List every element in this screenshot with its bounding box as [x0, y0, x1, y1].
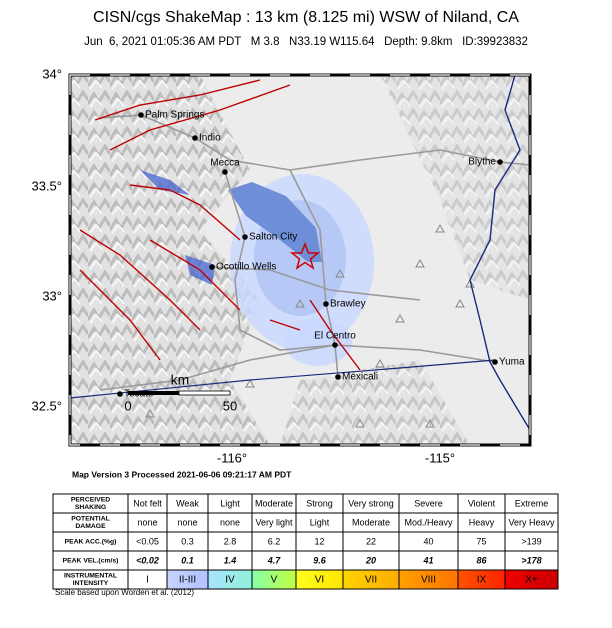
lon-label: -115° [425, 450, 455, 465]
place-label: Brawley [330, 299, 366, 310]
cell-text: 40 [423, 536, 433, 546]
cell-text: X+ [525, 575, 538, 586]
map-area: Palm Springs Indio Mecca Blythe Salton City O… [70, 75, 530, 445]
lat-label: 32.5° [31, 398, 62, 413]
place-dot [192, 135, 198, 141]
cell-text: >178 [521, 555, 541, 565]
row-label: INSTRUMENTAL [64, 573, 117, 580]
row-label: PEAK VEL.(cm/s) [63, 557, 119, 564]
cell-text: 75 [476, 536, 486, 546]
cell-text: Very strong [348, 498, 394, 508]
footnote: Scale based upon Worden et al. (2012) [55, 588, 194, 597]
cell-text: 4.7 [267, 555, 282, 565]
cell-text: 0.3 [181, 536, 194, 546]
place-dot [497, 159, 503, 165]
place-label: Salton City [249, 232, 297, 243]
cell-text: 1.4 [224, 555, 237, 565]
place-dot [492, 359, 498, 365]
place-label: El Centro [314, 331, 356, 342]
cell-text: 20 [365, 555, 376, 565]
lat-label: 33° [42, 288, 62, 303]
place-label: Mexicali [342, 372, 378, 383]
processed-note: Map Version 3 Processed 2021-06-06 09:21… [72, 469, 292, 479]
cell-text: Light [220, 498, 240, 508]
cell-text: Very Heavy [508, 517, 555, 527]
scale-unit: km [171, 372, 190, 388]
place-dot [335, 374, 341, 380]
place-dot [242, 234, 248, 240]
cell-text: Mod./Heavy [404, 517, 453, 527]
cell-text: <0.02 [136, 555, 159, 565]
cell-text: Weak [176, 498, 199, 508]
cell-text: none [220, 517, 240, 527]
place-label: Palm Springs [145, 110, 204, 121]
cell-text: Violent [468, 498, 496, 508]
row-label: PEAK ACC.(%g) [65, 538, 117, 545]
cell-text: Light [310, 517, 330, 527]
place-label: Ocotillo Wells [216, 262, 276, 273]
lon-label: -116° [217, 450, 247, 465]
place-dot [222, 169, 228, 175]
cell-text: Moderate [255, 498, 293, 508]
cell-text: VII [365, 575, 377, 586]
place-label: Blythe [468, 157, 496, 168]
cell-text: Heavy [469, 517, 495, 527]
cell-text: Strong [306, 498, 333, 508]
row-label: POTENTIAL [71, 516, 110, 523]
subtitle: Jun 6, 2021 01:05:36 AM PDT M 3.8 N33.19… [84, 36, 528, 48]
cell-text: V [271, 575, 278, 586]
place-label: Yuma [499, 357, 525, 368]
cell-text: 86 [476, 555, 487, 565]
cell-text: 9.6 [313, 555, 327, 565]
row-label: INTENSITY [73, 580, 109, 587]
cell-text: Severe [414, 498, 443, 508]
place-dot [209, 264, 215, 270]
place-dot [332, 342, 338, 348]
row-label: DAMAGE [75, 523, 106, 530]
map-frame-ticks [69, 74, 531, 446]
cell-text: >139 [521, 536, 541, 546]
cell-text: none [137, 517, 157, 527]
cell-text: Moderate [352, 517, 390, 527]
cell-text: none [177, 517, 197, 527]
place-dot [117, 391, 123, 397]
cell-text: IV [225, 575, 235, 586]
scale-tick: 0 [124, 398, 131, 413]
cell-text: II-III [179, 575, 196, 586]
cell-text: VI [315, 575, 324, 586]
title: CISN/cgs ShakeMap : 13 km (8.125 mi) WSW… [93, 9, 519, 26]
place-label: Indio [199, 133, 221, 144]
lat-label: 33.5° [31, 178, 62, 193]
scale-bar [128, 390, 231, 396]
place-dot [138, 112, 144, 118]
table-cell [504, 569, 559, 590]
cell-text: 2.8 [224, 536, 237, 546]
cell-text: 0.1 [181, 555, 194, 565]
cell-text: 6.2 [268, 536, 281, 546]
lat-label: 34° [42, 66, 62, 81]
cell-text: VIII [421, 575, 436, 586]
place-dot [323, 301, 329, 307]
row-label: SHAKING [75, 504, 106, 511]
cell-text: I [146, 575, 149, 586]
epicenter [289, 241, 321, 270]
cell-text: 12 [314, 536, 324, 546]
cell-text: Not felt [133, 498, 162, 508]
place-label: Mecca [210, 158, 240, 169]
cell-text: 41 [422, 555, 433, 565]
cell-text: <0.05 [136, 536, 159, 546]
scale-tick: 50 [223, 398, 237, 413]
cell-text: 22 [366, 536, 376, 546]
row-label: PERCEIVED [71, 497, 110, 504]
cell-text: Very light [255, 517, 293, 527]
cell-text: Extreme [515, 498, 549, 508]
cell-text: IX [477, 575, 487, 586]
